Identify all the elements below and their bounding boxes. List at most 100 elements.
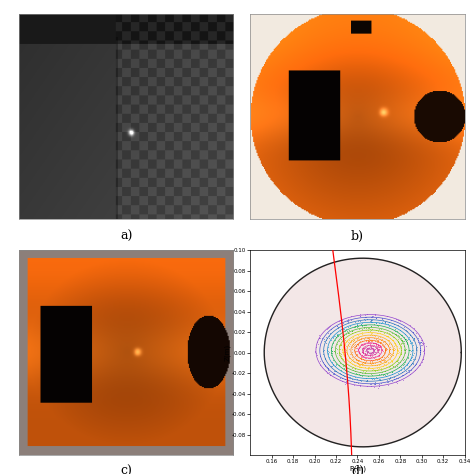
Point — [367, 370, 375, 378]
Point — [368, 371, 376, 379]
Point — [353, 350, 360, 357]
Point — [388, 353, 395, 360]
Point — [368, 325, 376, 332]
Point — [364, 328, 372, 336]
Point — [409, 353, 416, 360]
Point — [325, 323, 333, 331]
Point — [399, 356, 407, 364]
Circle shape — [264, 258, 461, 447]
Point — [357, 320, 365, 328]
Point — [359, 361, 366, 368]
Point — [344, 337, 351, 345]
Point — [373, 343, 381, 350]
Point — [338, 378, 346, 385]
Point — [393, 346, 401, 353]
Point — [363, 383, 371, 390]
Point — [392, 315, 400, 323]
Point — [320, 360, 328, 368]
Point — [344, 329, 351, 337]
Point — [370, 341, 378, 349]
Point — [368, 322, 375, 329]
Point — [362, 337, 369, 345]
Point — [328, 349, 335, 357]
Point — [397, 366, 404, 374]
Point — [361, 343, 368, 351]
Point — [380, 349, 387, 356]
Point — [370, 346, 378, 354]
Point — [417, 346, 424, 354]
Point — [330, 332, 338, 340]
Point — [404, 354, 412, 362]
Point — [356, 345, 363, 352]
Point — [324, 326, 331, 333]
Point — [374, 338, 381, 346]
Point — [389, 345, 397, 353]
Point — [374, 361, 381, 368]
Point — [333, 367, 340, 375]
Point — [375, 364, 383, 371]
Point — [403, 337, 411, 344]
Point — [353, 335, 360, 343]
Point — [361, 324, 368, 331]
Point — [372, 340, 379, 347]
Point — [340, 331, 348, 339]
Point — [388, 369, 395, 376]
Point — [381, 371, 389, 378]
Y-axis label: Z(m): Z(m) — [224, 344, 230, 361]
Point — [382, 344, 390, 352]
Point — [348, 327, 356, 335]
Point — [404, 336, 412, 343]
Point — [336, 359, 344, 366]
Point — [370, 374, 377, 382]
Point — [365, 355, 373, 362]
Point — [389, 362, 396, 370]
Point — [410, 324, 417, 332]
Point — [372, 349, 380, 356]
Point — [371, 350, 379, 358]
Point — [340, 364, 347, 372]
Point — [417, 351, 424, 358]
Point — [381, 319, 389, 327]
Point — [338, 345, 346, 353]
Point — [406, 362, 413, 369]
Point — [400, 371, 407, 379]
Point — [367, 317, 374, 324]
Point — [386, 330, 393, 338]
Point — [339, 371, 346, 379]
Point — [385, 347, 393, 355]
Point — [367, 344, 374, 351]
Point — [375, 375, 383, 383]
Point — [333, 322, 341, 330]
Point — [367, 340, 374, 347]
Point — [373, 329, 381, 337]
Point — [378, 353, 385, 361]
Point — [316, 352, 324, 360]
Point — [404, 360, 412, 367]
Point — [390, 344, 397, 352]
Point — [375, 346, 383, 354]
Point — [374, 355, 382, 363]
Point — [367, 374, 374, 382]
Point — [350, 346, 357, 354]
Point — [374, 341, 382, 348]
Point — [354, 330, 361, 337]
Point — [355, 364, 363, 371]
Point — [376, 361, 383, 368]
Point — [365, 337, 372, 344]
Point — [339, 348, 347, 356]
Point — [339, 319, 347, 327]
Point — [383, 346, 390, 354]
Point — [370, 331, 377, 339]
Point — [394, 338, 401, 346]
Point — [415, 361, 423, 369]
Point — [383, 340, 391, 348]
Point — [356, 381, 364, 389]
Point — [358, 360, 365, 368]
Point — [388, 361, 396, 368]
Point — [344, 350, 351, 357]
Point — [375, 353, 383, 360]
Point — [410, 349, 417, 356]
Point — [386, 344, 393, 351]
Point — [372, 335, 380, 343]
Point — [364, 365, 372, 372]
